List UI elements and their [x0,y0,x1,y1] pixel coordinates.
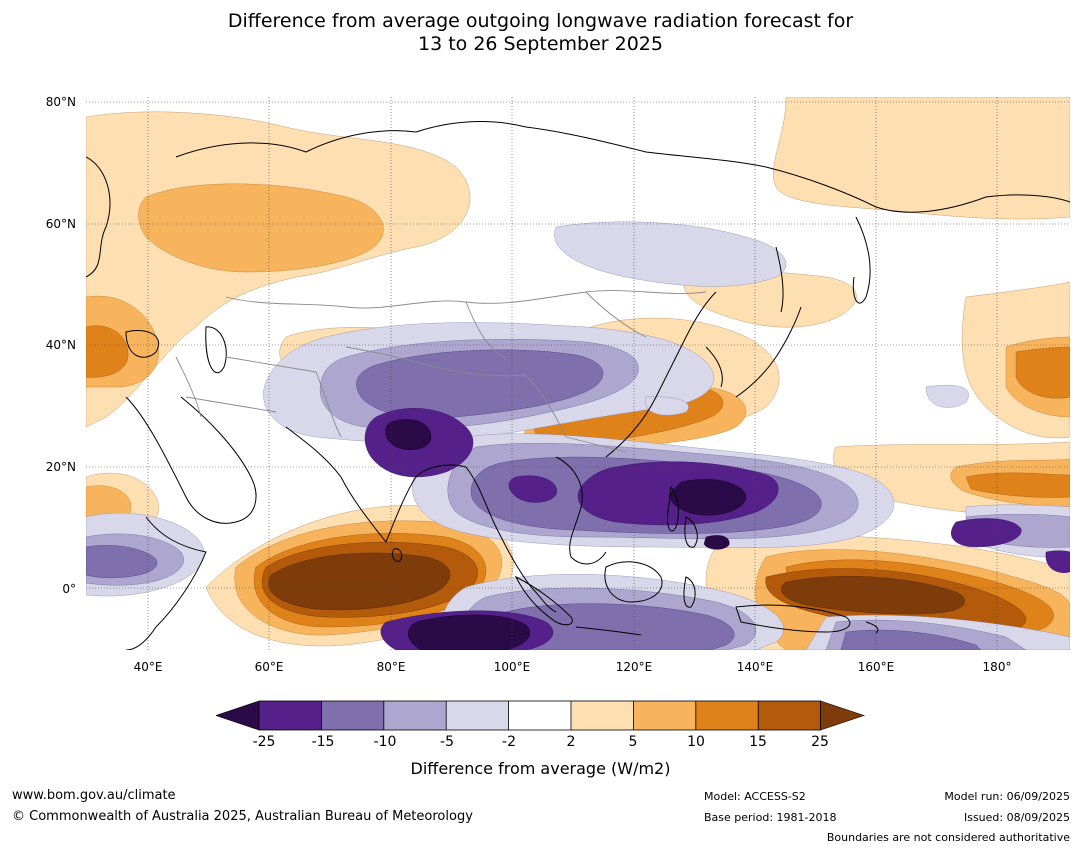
copyright-text: © Commonwealth of Australia 2025, Austra… [12,809,473,824]
colorbar-bin-1 [259,701,322,730]
colorbar-bin-8 [695,701,759,730]
colorbar-bin-7 [633,701,696,730]
lon-label-60e: 60°E [254,660,284,674]
colorbar-tick: 2 [566,734,576,750]
model-text: Model: ACCESS-S2 [704,790,806,803]
colorbar [216,700,865,731]
lon-label-140e: 140°E [736,660,774,674]
anomaly-lt-neg25-regions [385,419,747,650]
colorbar-tick: 10 [687,734,705,750]
base-period-text: Base period: 1981-2018 [704,811,837,824]
colorbar-tick: -5 [440,734,454,750]
lon-label-80e: 80°E [376,660,406,674]
colorbar-tick: -2 [502,734,516,750]
country-borders [175,290,707,453]
colorbar-tick: 5 [628,734,638,750]
disclaimer-text: Boundaries are not considered authoritat… [826,831,1070,844]
colorbar-tick: 25 [811,734,829,750]
title-line-2: 13 to 26 September 2025 [418,33,663,55]
map-canvas [86,97,1070,650]
colorbar-bin-9 [758,701,821,730]
colorbar-tick: -10 [373,734,397,750]
lat-label-20n: 20°N [45,460,76,474]
colorbar-tick: -15 [311,734,335,750]
lat-label-40n: 40°N [45,338,76,352]
coastlines [86,121,1070,650]
colorbar-label: Difference from average (W/m2) [410,759,671,778]
title-line-1: Difference from average outgoing longwav… [227,10,854,32]
colorbar-bin-5 [508,701,571,730]
map-gridlines [86,97,1070,650]
lon-label-160e: 160°E [857,660,895,674]
colorbar-extend-low [216,700,260,731]
lat-label-60n: 60°N [45,217,76,231]
lon-label-180: 180° [982,660,1012,674]
lon-label-100e: 100°E [493,660,531,674]
colorbar-bin-2 [321,701,384,730]
lon-label-120e: 120°E [615,660,653,674]
model-run-text: Model run: 06/09/2025 [944,790,1070,803]
lat-label-80n: 80°N [45,95,76,109]
colorbar-bin-4 [446,701,509,730]
anomaly-gt25-regions [268,552,965,615]
colorbar-bin-3 [383,701,447,730]
anomaly-map [86,97,1070,650]
lat-label-0: 0° [62,582,76,596]
bom-url-link[interactable]: www.bom.gov.au/climate [12,788,176,803]
lon-label-40e: 40°E [133,660,163,674]
colorbar-extend-high [820,700,865,731]
colorbar-tick: 15 [749,734,767,750]
issued-text: Issued: 08/09/2025 [963,811,1070,824]
colorbar-bin-6 [571,701,634,730]
colorbar-tick: -25 [252,734,276,750]
map-title: Difference from average outgoing longwav… [0,10,1081,56]
